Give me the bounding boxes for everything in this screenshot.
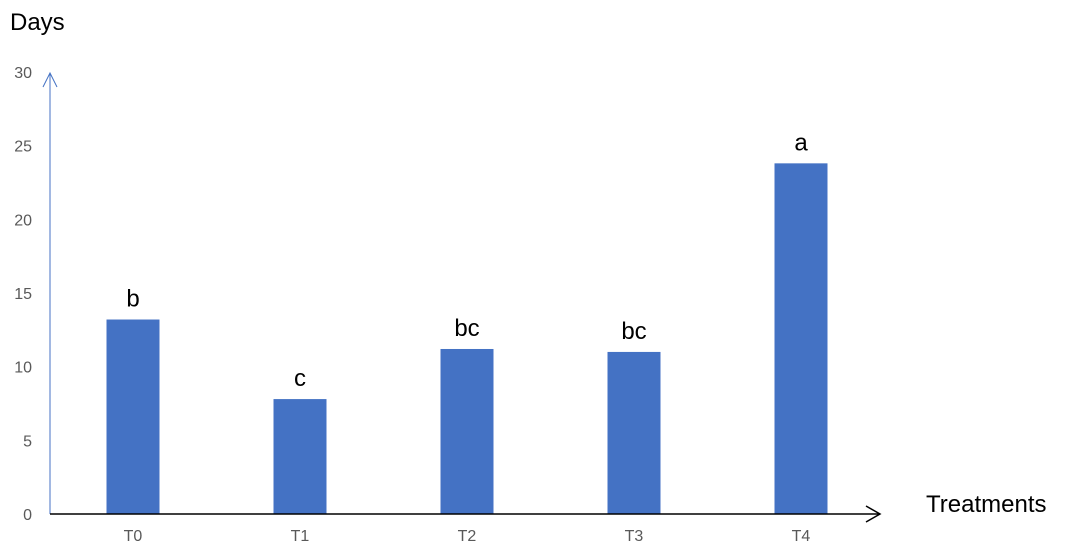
bar (273, 399, 327, 514)
x-axis-arrowhead (865, 505, 882, 523)
y-axis-ticks: 0 5 10 15 20 25 30 (14, 65, 32, 524)
bars (106, 163, 828, 514)
bar-data-label: b (126, 286, 139, 313)
y-axis (42, 71, 58, 514)
y-axis-arrowhead (42, 71, 58, 88)
x-tick-label: T2 (458, 528, 477, 545)
x-tick-label: T1 (291, 528, 310, 545)
y-tick-label: 25 (14, 139, 32, 156)
bar (607, 351, 661, 514)
bar-data-label: a (794, 129, 808, 156)
x-axis (50, 505, 882, 523)
y-tick-label: 10 (14, 360, 32, 377)
y-tick-label: 15 (14, 286, 32, 303)
y-tick-label: 0 (23, 507, 32, 524)
bar (106, 319, 160, 514)
x-tick-label: T4 (792, 528, 811, 545)
x-tick-label: T3 (625, 528, 644, 545)
y-tick-label: 30 (14, 65, 32, 82)
bar-data-label: c (294, 365, 306, 392)
y-tick-label: 5 (23, 433, 32, 450)
bar-data-label: bc (454, 315, 479, 342)
bar (440, 348, 494, 514)
y-tick-label: 20 (14, 212, 32, 229)
bar (774, 163, 828, 514)
x-axis-ticks: T0 T1 T2 T3 T4 (124, 528, 811, 545)
x-tick-label: T0 (124, 528, 143, 545)
y-axis-title: Days (10, 9, 65, 36)
bar-data-label: bc (621, 318, 646, 345)
x-axis-title: Treatments (926, 491, 1046, 518)
